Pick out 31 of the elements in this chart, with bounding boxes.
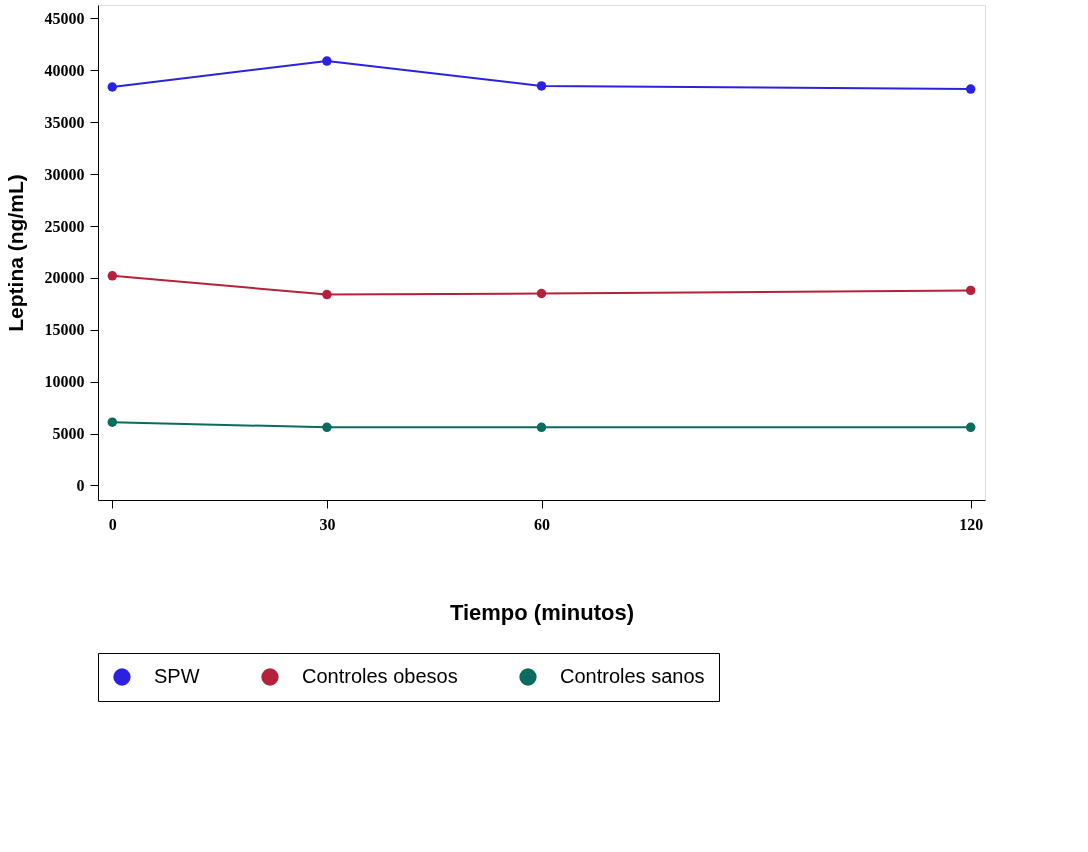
point <box>965 84 976 94</box>
y-tick-label: 40000 <box>44 61 85 79</box>
legend-label: Controles sanos <box>560 665 705 687</box>
y-tick-label: 20000 <box>44 269 85 287</box>
x-axis-title: Tiempo (minutos) <box>449 599 635 625</box>
y-tick-label: 30000 <box>44 165 85 183</box>
point <box>536 81 547 91</box>
point <box>965 285 976 296</box>
x-tick-label: 0 <box>108 515 117 533</box>
point <box>536 422 547 433</box>
legend-label: Controles obesos <box>302 665 458 687</box>
x-tick-label: 120 <box>959 515 984 533</box>
y-tick-label: 15000 <box>44 321 85 339</box>
point <box>107 271 118 281</box>
point <box>322 56 332 66</box>
legend-label: SPW <box>154 665 200 687</box>
y-tick-label: 10000 <box>44 373 85 391</box>
y-tick-label: 0 <box>76 476 85 494</box>
point <box>107 82 118 92</box>
x-tick-label: 30 <box>319 515 336 533</box>
y-tick-label: 35000 <box>44 113 85 131</box>
point <box>322 289 332 300</box>
y-axis-title: Leptina (ng/mL) <box>3 174 27 332</box>
y-tick-label: 45000 <box>44 9 85 27</box>
y-tick-label: 25000 <box>44 217 85 235</box>
point <box>536 288 547 299</box>
x-tick-label: 60 <box>534 515 550 533</box>
point <box>107 417 118 427</box>
y-tick-label: 5000 <box>52 425 85 443</box>
point <box>965 422 976 433</box>
point <box>322 422 332 433</box>
